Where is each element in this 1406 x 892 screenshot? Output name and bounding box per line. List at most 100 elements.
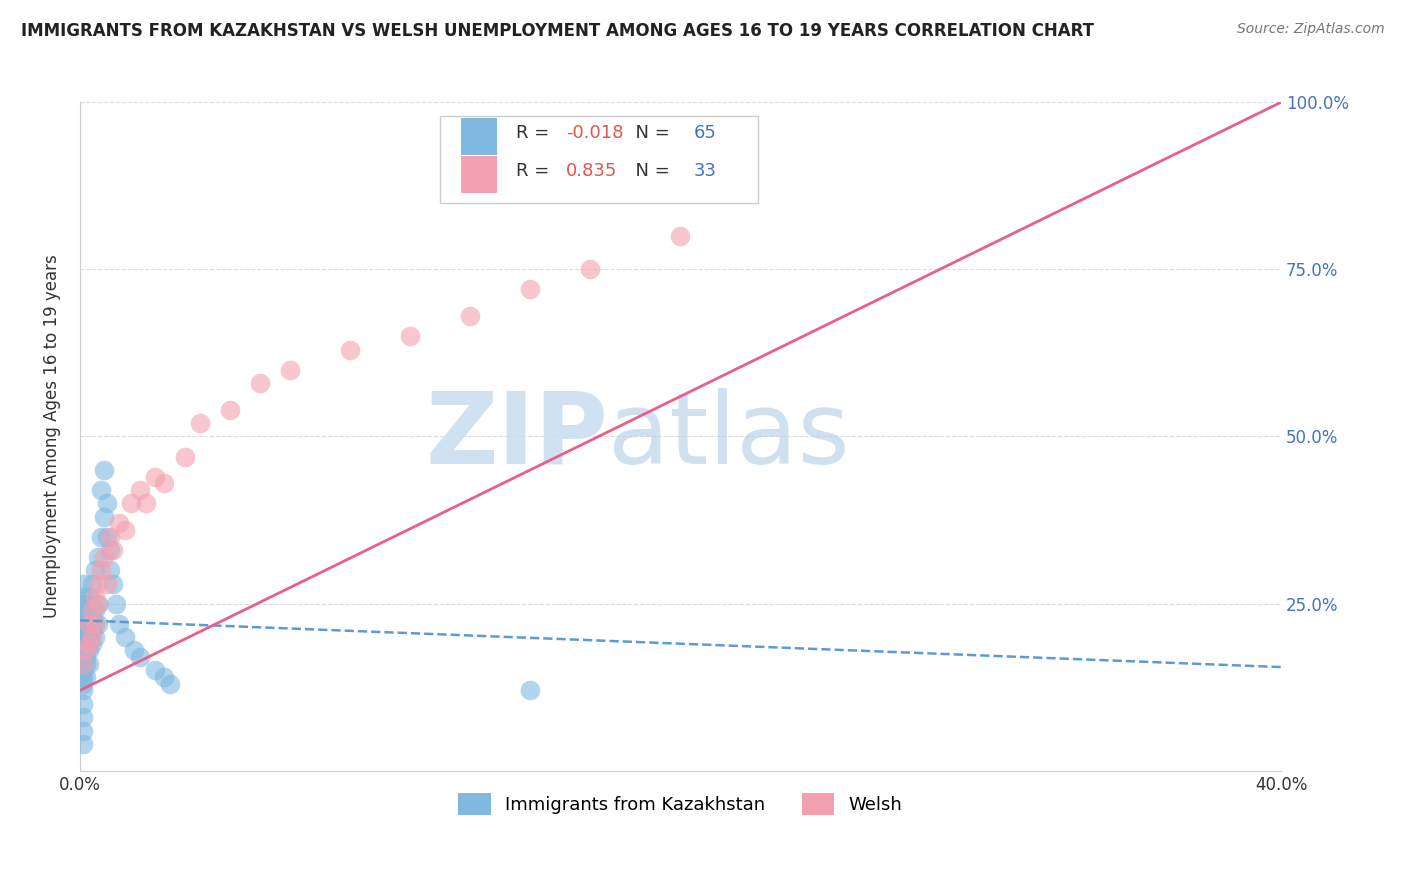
Point xyxy=(519,282,541,296)
Point xyxy=(72,603,94,617)
Point xyxy=(75,630,97,644)
Point xyxy=(83,616,105,631)
Point xyxy=(72,664,94,678)
Point xyxy=(188,416,211,430)
Point xyxy=(120,496,142,510)
Y-axis label: Unemployment Among Ages 16 to 19 years: Unemployment Among Ages 16 to 19 years xyxy=(44,254,60,618)
Point xyxy=(153,670,176,684)
Point xyxy=(96,576,118,591)
Point xyxy=(72,697,94,711)
Point xyxy=(72,616,94,631)
FancyBboxPatch shape xyxy=(440,116,758,202)
Point xyxy=(72,710,94,724)
Point xyxy=(72,683,94,698)
Point xyxy=(174,450,197,464)
Point xyxy=(135,496,157,510)
Text: -0.018: -0.018 xyxy=(567,124,624,143)
Point xyxy=(143,664,166,678)
Text: ZIP: ZIP xyxy=(426,388,609,485)
Point xyxy=(77,616,100,631)
Point xyxy=(83,590,105,604)
Point xyxy=(101,543,124,558)
Point xyxy=(75,643,97,657)
Point xyxy=(87,597,110,611)
Point xyxy=(87,597,110,611)
Point xyxy=(72,650,94,665)
Point xyxy=(96,496,118,510)
Point xyxy=(90,530,112,544)
Point xyxy=(249,376,271,390)
Point xyxy=(80,576,103,591)
Point xyxy=(98,543,121,558)
Point xyxy=(72,630,94,644)
Point xyxy=(579,262,602,277)
Point xyxy=(129,483,152,497)
Point xyxy=(80,630,103,644)
Point xyxy=(72,670,94,684)
Point xyxy=(519,683,541,698)
Point xyxy=(75,610,97,624)
Point xyxy=(122,643,145,657)
Point xyxy=(72,723,94,738)
FancyBboxPatch shape xyxy=(461,118,496,155)
Text: R =: R = xyxy=(516,162,555,180)
Point xyxy=(80,637,103,651)
Point xyxy=(143,469,166,483)
Point xyxy=(72,657,94,671)
Point xyxy=(104,597,127,611)
Point xyxy=(669,229,692,244)
Text: 65: 65 xyxy=(693,124,717,143)
Point xyxy=(72,737,94,751)
Point xyxy=(108,616,131,631)
Point xyxy=(77,643,100,657)
Point xyxy=(75,624,97,638)
Point xyxy=(458,309,481,323)
Point xyxy=(72,597,94,611)
Point xyxy=(98,530,121,544)
Point xyxy=(108,516,131,531)
Point xyxy=(153,476,176,491)
Point xyxy=(72,677,94,691)
Text: IMMIGRANTS FROM KAZAKHSTAN VS WELSH UNEMPLOYMENT AMONG AGES 16 TO 19 YEARS CORRE: IMMIGRANTS FROM KAZAKHSTAN VS WELSH UNEM… xyxy=(21,22,1094,40)
Point xyxy=(87,576,110,591)
Point xyxy=(77,616,100,631)
Point xyxy=(75,597,97,611)
Point xyxy=(90,483,112,497)
Point xyxy=(77,630,100,644)
Point xyxy=(75,670,97,684)
Text: 0.835: 0.835 xyxy=(567,162,617,180)
Point xyxy=(83,630,105,644)
Point xyxy=(80,610,103,624)
Text: 33: 33 xyxy=(693,162,717,180)
Text: atlas: atlas xyxy=(609,388,851,485)
Point xyxy=(77,657,100,671)
Point xyxy=(77,603,100,617)
Point xyxy=(339,343,361,357)
Point xyxy=(72,590,94,604)
Point xyxy=(87,616,110,631)
Point xyxy=(114,630,136,644)
Point xyxy=(80,597,103,611)
Point xyxy=(96,530,118,544)
Point xyxy=(72,610,94,624)
FancyBboxPatch shape xyxy=(461,156,496,193)
Point xyxy=(83,563,105,577)
Point xyxy=(80,624,103,638)
Point xyxy=(75,657,97,671)
Point xyxy=(83,616,105,631)
Point xyxy=(159,677,181,691)
Text: Source: ZipAtlas.com: Source: ZipAtlas.com xyxy=(1237,22,1385,37)
Point xyxy=(399,329,422,343)
Point xyxy=(98,563,121,577)
Point xyxy=(101,576,124,591)
Point xyxy=(75,637,97,651)
Point xyxy=(72,643,94,657)
Point xyxy=(129,650,152,665)
Point xyxy=(93,509,115,524)
Point xyxy=(93,463,115,477)
Point xyxy=(77,590,100,604)
Point xyxy=(219,402,242,417)
Point xyxy=(83,603,105,617)
Point xyxy=(72,624,94,638)
Text: R =: R = xyxy=(516,124,555,143)
